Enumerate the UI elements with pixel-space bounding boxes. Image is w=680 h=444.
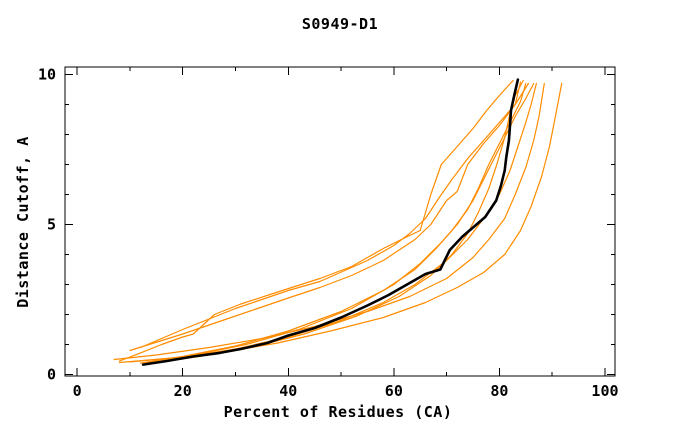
curves	[113, 78, 563, 366]
x-tick-label: 100	[591, 382, 618, 400]
plot-border	[64, 66, 616, 377]
x-tick-label: 20	[174, 382, 192, 400]
x-tick-label: 80	[490, 382, 508, 400]
x-axis-label: Percent of Residues (CA)	[224, 403, 453, 421]
plot-frame	[64, 66, 616, 377]
curve-orange-1	[118, 79, 514, 362]
x-tick-label: 60	[385, 382, 403, 400]
y-tick-label: 0	[47, 366, 56, 384]
y-tick-label: 5	[47, 216, 56, 234]
curve-orange-9	[145, 79, 524, 365]
curve-orange-2	[139, 82, 530, 349]
x-tick-label: 40	[279, 382, 297, 400]
curve-black-model	[141, 78, 520, 366]
chart-title: S0949-D1	[302, 15, 378, 33]
x-tick-label: 0	[73, 382, 82, 400]
y-tick-label: 10	[38, 66, 56, 84]
curve-orange-3	[129, 81, 522, 352]
y-axis-label: Distance Cutoff, A	[14, 136, 32, 308]
tick-labels: 0 20 40 60 80 100 0 5 10	[38, 66, 619, 401]
axis-ticks	[65, 67, 615, 376]
curve-orange-7	[113, 82, 545, 361]
